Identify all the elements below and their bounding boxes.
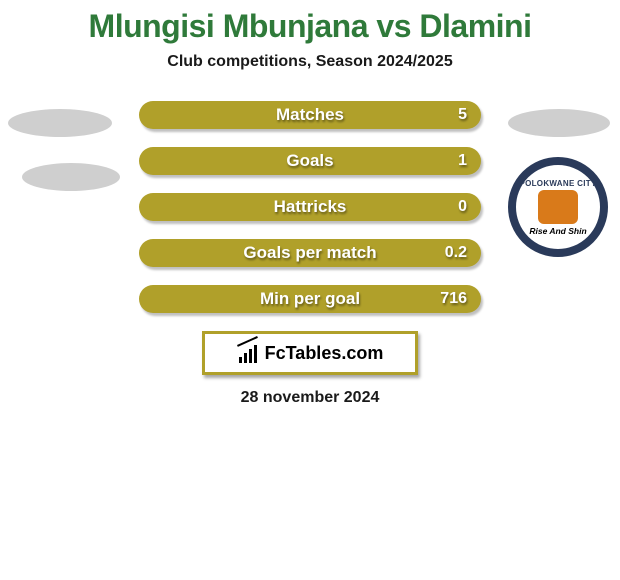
club-logo-center-icon [538, 190, 578, 224]
stat-value-right: 1 [458, 152, 467, 170]
stat-value-right: 0 [458, 198, 467, 216]
stat-row: Goals 1 [139, 147, 481, 175]
player-left-badge-1 [8, 109, 112, 137]
stat-label: Goals [286, 151, 333, 171]
stat-bars: Matches 5 Goals 1 Hattricks 0 Goals per match 0… [139, 101, 481, 313]
club-logo-top-text: POLOKWANE CITY [519, 179, 596, 188]
club-logo-bottom-text: Rise And Shin [529, 226, 586, 236]
stat-value-right: 716 [440, 290, 467, 308]
stat-row: Goals per match 0.2 [139, 239, 481, 267]
attribution-text: FcTables.com [265, 343, 384, 364]
date-label: 28 november 2024 [0, 389, 620, 407]
attribution-box: FcTables.com [202, 331, 418, 375]
player-right-badge-1 [508, 109, 610, 137]
chart-icon [237, 343, 261, 363]
page-title: Mlungisi Mbunjana vs Dlamini [0, 0, 620, 45]
subtitle: Club competitions, Season 2024/2025 [0, 53, 620, 71]
stat-label: Hattricks [274, 197, 347, 217]
stats-area: POLOKWANE CITY Rise And Shin Matches 5 Goa… [0, 101, 620, 313]
stat-label: Goals per match [243, 243, 376, 263]
stat-value-right: 5 [458, 106, 467, 124]
stat-label: Matches [276, 105, 344, 125]
stat-label: Min per goal [260, 289, 360, 309]
club-logo-right: POLOKWANE CITY Rise And Shin [508, 157, 608, 257]
stat-value-right: 0.2 [445, 244, 467, 262]
player-left-badge-2 [22, 163, 120, 191]
stat-row: Min per goal 716 [139, 285, 481, 313]
stat-row: Hattricks 0 [139, 193, 481, 221]
stat-row: Matches 5 [139, 101, 481, 129]
